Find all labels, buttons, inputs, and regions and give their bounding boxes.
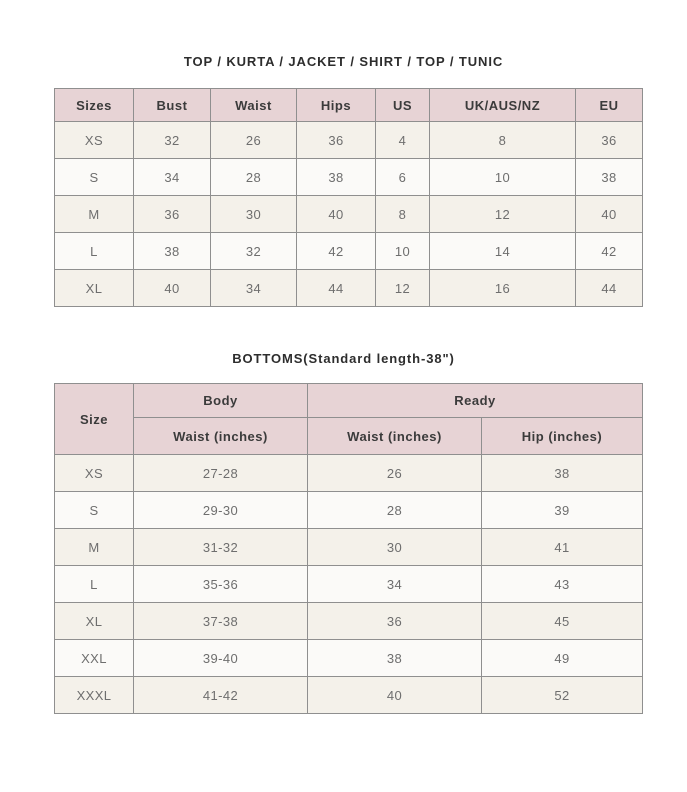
value-cell: 38 (575, 158, 643, 196)
tops-chart-title: TOP / KURTA / JACKET / SHIRT / TOP / TUN… (183, 54, 504, 69)
value-cell: 8 (429, 121, 576, 159)
value-cell: 42 (296, 232, 376, 270)
group-header-ready: Ready (307, 383, 643, 418)
value-cell: 34 (210, 269, 297, 307)
size-cell: XXXL (54, 676, 134, 714)
bottoms-size-table: Size Body Ready Waist (inches) Waist (in… (54, 383, 643, 714)
table-row: L 35-36 34 43 (54, 565, 643, 603)
size-cell: S (54, 158, 134, 196)
size-cell: XL (54, 269, 134, 307)
value-cell: 36 (296, 121, 376, 159)
tops-size-table: Sizes Bust Waist Hips US UK/AUS/NZ EU XS… (54, 88, 643, 307)
tops-header-row: Sizes Bust Waist Hips US UK/AUS/NZ EU (54, 88, 643, 122)
column-header-us: US (375, 88, 430, 122)
size-cell: S (54, 491, 134, 529)
value-cell: 40 (307, 676, 482, 714)
value-cell: 36 (575, 121, 643, 159)
size-cell: XS (54, 454, 134, 492)
bottoms-sub-header-row: Waist (inches) Waist (inches) Hip (inche… (55, 417, 643, 455)
value-cell: 28 (210, 158, 297, 196)
value-cell: 39 (481, 491, 643, 529)
value-cell: 38 (296, 158, 376, 196)
value-cell: 16 (429, 269, 576, 307)
sub-header-body-waist: Waist (inches) (133, 417, 308, 455)
size-cell: XL (54, 602, 134, 640)
size-cell: XXL (54, 639, 134, 677)
value-cell: 44 (575, 269, 643, 307)
table-row: L 38 32 42 10 14 42 (54, 232, 643, 270)
table-row: M 31-32 30 41 (54, 528, 643, 566)
column-header-hips: Hips (296, 88, 376, 122)
size-cell: L (54, 565, 134, 603)
value-cell: 35-36 (133, 565, 308, 603)
value-cell: 38 (307, 639, 482, 677)
size-cell: L (54, 232, 134, 270)
tops-table-body: XS 32 26 36 4 8 36 S 34 28 38 6 10 38 M 36 30 40 8 12 40 L 38 3… (54, 121, 643, 307)
size-cell: XS (54, 121, 134, 159)
column-header-bust: Bust (133, 88, 211, 122)
value-cell: 52 (481, 676, 643, 714)
value-cell: 39-40 (133, 639, 308, 677)
value-cell: 12 (375, 269, 430, 307)
value-cell: 8 (375, 195, 430, 233)
value-cell: 49 (481, 639, 643, 677)
bottoms-table-body: XS 27-28 26 38 S 29-30 28 39 M 31-32 30 41 L 35-36 34 4… (54, 454, 643, 714)
table-row: M 36 30 40 8 12 40 (54, 195, 643, 233)
value-cell: 12 (429, 195, 576, 233)
table-row: S 29-30 28 39 (54, 491, 643, 529)
value-cell: 36 (307, 602, 482, 640)
value-cell: 10 (429, 158, 576, 196)
bottoms-group-header-row: Size Body Ready (54, 383, 643, 455)
group-header-body: Body (133, 383, 308, 418)
value-cell: 38 (133, 232, 211, 270)
value-cell: 31-32 (133, 528, 308, 566)
value-cell: 32 (210, 232, 297, 270)
table-row: XL 37-38 36 45 (54, 602, 643, 640)
column-header-size: Size (54, 383, 134, 455)
table-row: XL 40 34 44 12 16 44 (54, 269, 643, 307)
value-cell: 41-42 (133, 676, 308, 714)
value-cell: 28 (307, 491, 482, 529)
table-row: XS 27-28 26 38 (54, 454, 643, 492)
value-cell: 30 (307, 528, 482, 566)
value-cell: 30 (210, 195, 297, 233)
value-cell: 45 (481, 602, 643, 640)
value-cell: 36 (133, 195, 211, 233)
column-header-sizes: Sizes (54, 88, 134, 122)
value-cell: 4 (375, 121, 430, 159)
value-cell: 26 (307, 454, 482, 492)
value-cell: 6 (375, 158, 430, 196)
value-cell: 29-30 (133, 491, 308, 529)
sub-header-ready-waist: Waist (inches) (307, 417, 482, 455)
value-cell: 32 (133, 121, 211, 159)
value-cell: 40 (133, 269, 211, 307)
value-cell: 38 (481, 454, 643, 492)
value-cell: 34 (307, 565, 482, 603)
value-cell: 40 (296, 195, 376, 233)
column-header-eu: EU (575, 88, 643, 122)
value-cell: 42 (575, 232, 643, 270)
table-row: XXL 39-40 38 49 (54, 639, 643, 677)
value-cell: 37-38 (133, 602, 308, 640)
size-cell: M (54, 195, 134, 233)
value-cell: 43 (481, 565, 643, 603)
sub-header-ready-hip: Hip (inches) (481, 417, 643, 455)
table-row: XS 32 26 36 4 8 36 (54, 121, 643, 159)
value-cell: 34 (133, 158, 211, 196)
table-row: XXXL 41-42 40 52 (54, 676, 643, 714)
bottoms-chart-title: BOTTOMS(Standard length-38") (232, 351, 455, 366)
table-row: S 34 28 38 6 10 38 (54, 158, 643, 196)
value-cell: 26 (210, 121, 297, 159)
column-header-uk-aus-nz: UK/AUS/NZ (429, 88, 576, 122)
value-cell: 41 (481, 528, 643, 566)
value-cell: 27-28 (133, 454, 308, 492)
value-cell: 44 (296, 269, 376, 307)
column-header-waist: Waist (210, 88, 297, 122)
value-cell: 10 (375, 232, 430, 270)
value-cell: 14 (429, 232, 576, 270)
size-cell: M (54, 528, 134, 566)
value-cell: 40 (575, 195, 643, 233)
